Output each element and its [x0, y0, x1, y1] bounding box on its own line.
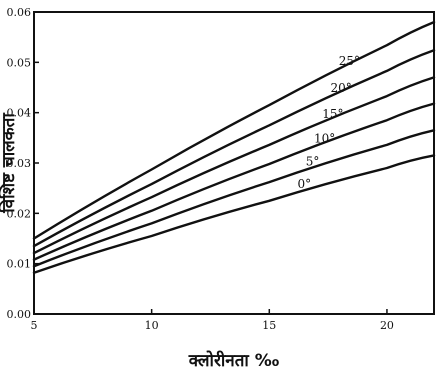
curve-1: [32, 129, 436, 268]
plot-frame: [33, 11, 435, 315]
x-tick-label: 10: [145, 319, 159, 332]
curve-label-0: 0°: [298, 177, 312, 191]
y-axis-label: विशिष्ट चालकता: [0, 113, 19, 214]
x-tick-label: 5: [31, 319, 38, 332]
curves: [32, 20, 436, 274]
curve-labels: 0° 5° 10° 15° 20° 25°: [298, 54, 360, 191]
x-tick-label: 20: [380, 319, 394, 332]
curve-4: [32, 49, 436, 248]
x-tick-label: 15: [262, 319, 276, 332]
curve-label-5: 25°: [339, 54, 360, 68]
curve-label-4: 20°: [330, 81, 351, 95]
curve-2: [32, 102, 436, 261]
curve-3: [32, 76, 436, 255]
y-tick-label: 0.04: [7, 107, 32, 120]
y-tick-label: 0.02: [7, 207, 32, 220]
curve-label-1: 5°: [306, 155, 320, 169]
y-tick-label: 0.05: [7, 56, 32, 69]
axes: 5 10 15 20 0.00 0.01 0.02 0.03 0.04 0.05 0.06: [7, 6, 435, 332]
curve-5: [32, 20, 436, 240]
x-axis-label: क्लोरीनता ‰: [188, 350, 280, 371]
y-tick-label: 0.06: [7, 6, 32, 19]
y-tick-label: 0.03: [7, 157, 32, 170]
y-tick-label: 0.01: [7, 258, 32, 271]
y-tick-label: 0.00: [7, 308, 32, 321]
curve-0: [32, 154, 436, 274]
curve-label-2: 10°: [314, 131, 335, 145]
curve-label-3: 15°: [322, 107, 343, 121]
